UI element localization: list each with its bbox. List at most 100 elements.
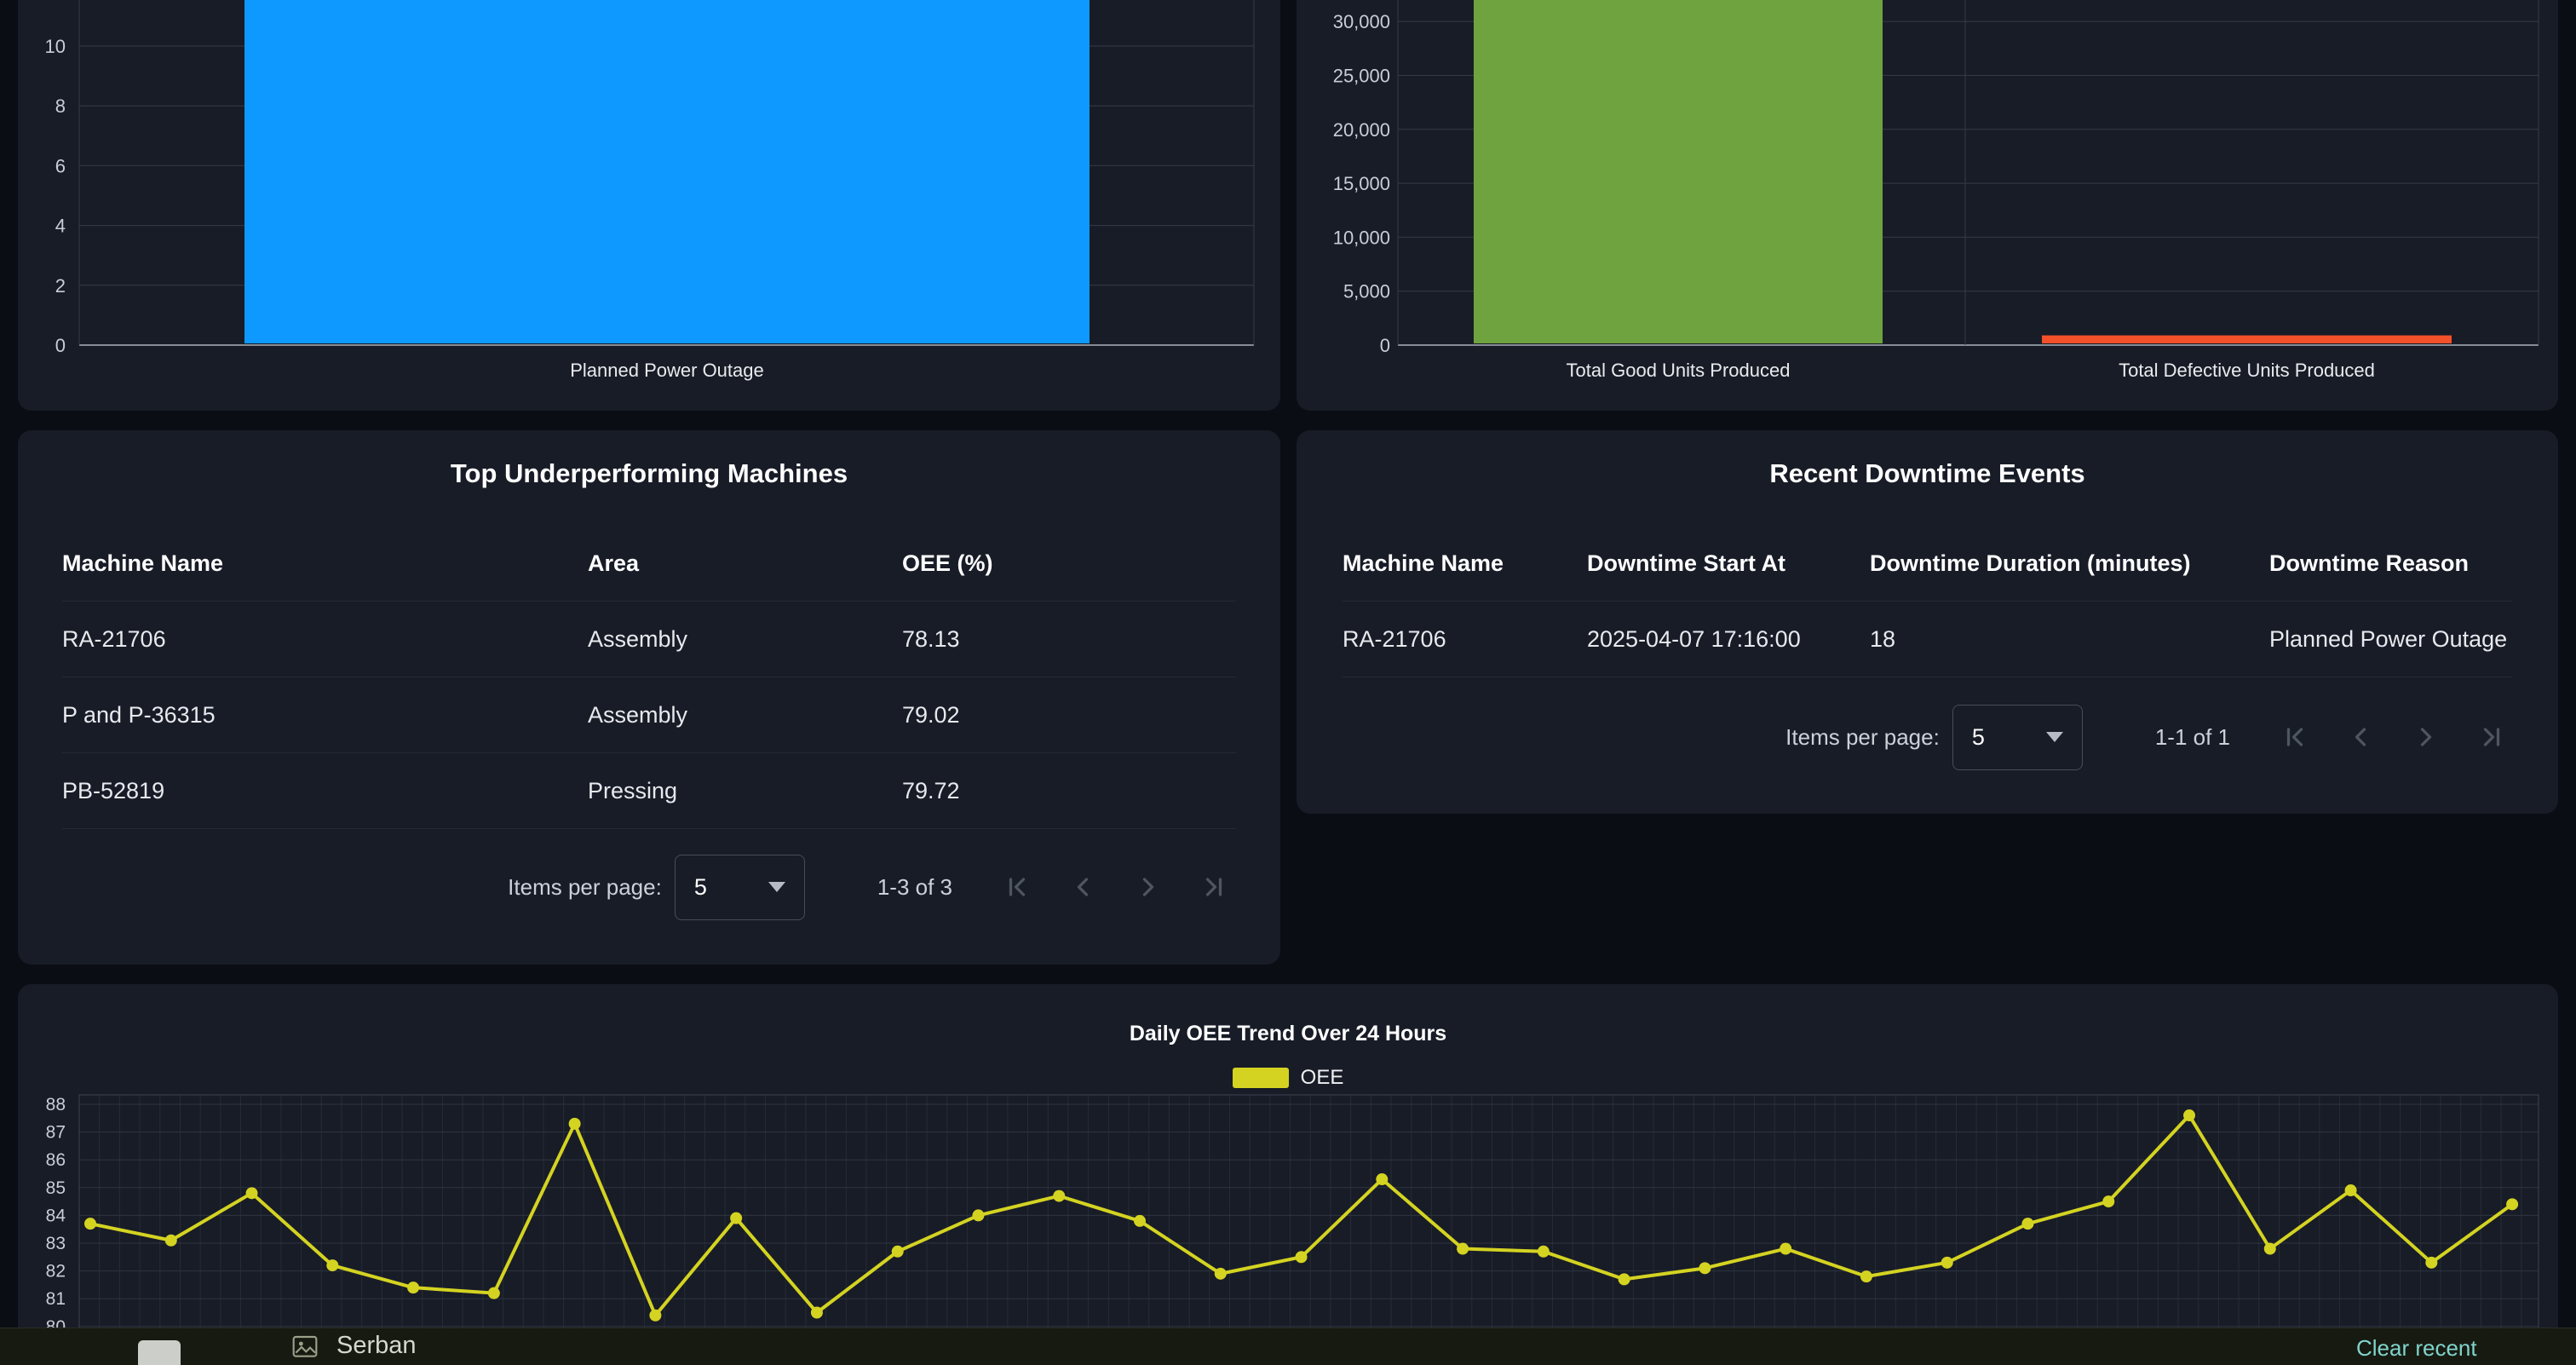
svg-text:25,000: 25,000 (1333, 66, 1390, 87)
svg-text:5,000: 5,000 (1343, 281, 1390, 302)
last-page-icon (2483, 728, 2500, 746)
clear-recent-button[interactable]: Clear recent (2356, 1335, 2477, 1361)
page-size-value: 5 (1971, 723, 1985, 750)
next-page-button[interactable] (2400, 711, 2452, 763)
svg-text:85: 85 (46, 1178, 66, 1198)
table-cell: 18 (1870, 625, 1896, 652)
column-header: Machine Name (1343, 550, 1504, 576)
page-size-value: 5 (693, 873, 707, 900)
items-per-page-select[interactable]: 5 (1952, 704, 2083, 770)
first-page-icon (2286, 728, 2303, 746)
table-cell: PB-52819 (62, 777, 165, 803)
units-produced-card: 0 5,000 10,000 15,000 20,000 25,000 30,000 Tota… (1297, 0, 2558, 411)
previous-page-button[interactable] (2334, 711, 2387, 763)
table-cell: 79.72 (902, 777, 960, 803)
chevron-left-icon (1077, 878, 1089, 896)
svg-text:8: 8 (55, 95, 66, 117)
bottom-window-strip: Serban Clear recent (0, 1328, 2576, 1365)
oee-trend-card: 808182838485868788 Daily OEE Trend Over … (18, 984, 2558, 1365)
column-header: OEE (%) (902, 550, 993, 576)
svg-text:0: 0 (55, 335, 66, 356)
oee-legend-label: OEE (1300, 1066, 1344, 1089)
table-header-row: Machine Name Downtime Start At Downtime Du… (1343, 526, 2512, 602)
oee-legend: OEE (18, 1066, 2558, 1090)
underperforming-paginator: Items per page: 5 1-3 of 3 (508, 853, 1240, 921)
table-header-row: Machine Name Area OEE (%) (62, 526, 1236, 602)
underperforming-title: Top Underperforming Machines (450, 458, 848, 488)
svg-text:Total Good Units Produced: Total Good Units Produced (1567, 360, 1791, 381)
oee-legend-swatch-icon (1232, 1068, 1289, 1088)
svg-text:84: 84 (46, 1206, 66, 1225)
table-cell: Assembly (588, 625, 688, 652)
last-page-button[interactable] (2465, 711, 2518, 763)
svg-text:10,000: 10,000 (1333, 227, 1390, 248)
table-cell: 79.02 (902, 701, 960, 728)
oee-trend-title: Daily OEE Trend Over 24 Hours (1129, 1022, 1447, 1045)
downtime-events-table: Machine Name Downtime Start At Downtime Du… (1343, 526, 2512, 677)
table-cell: RA-21706 (62, 625, 166, 652)
partial-dialog-fragment (138, 1340, 181, 1365)
column-header: Area (588, 550, 640, 576)
image-file-icon (289, 1333, 321, 1365)
underperforming-machines-card: Top Underperforming Machines Machine Nam… (18, 430, 1280, 965)
table-cell: 2025-04-07 17:16:00 (1587, 625, 1801, 652)
first-page-button[interactable] (2268, 711, 2321, 763)
first-page-icon (1009, 878, 1026, 896)
svg-text:10: 10 (45, 36, 66, 57)
table-row: P and P-36315 Assembly 79.02 (62, 677, 1236, 753)
pagination-buttons (991, 861, 1240, 913)
table-row: RA-21706 Assembly 78.13 (62, 602, 1236, 677)
table-cell: Assembly (588, 701, 688, 728)
items-per-page-select[interactable]: 5 (674, 854, 805, 920)
downtime-by-reason-card: 0 2 4 6 8 10 Planned Power Outage (18, 0, 1280, 411)
column-header: Downtime Start At (1587, 550, 1786, 576)
chevron-right-icon (2420, 728, 2432, 746)
underperforming-table: Machine Name Area OEE (%) RA-21706 Assembly 7… (62, 526, 1236, 829)
table-cell: RA-21706 (1343, 625, 1446, 652)
items-per-page-label: Items per page: (508, 873, 662, 900)
svg-text:86: 86 (46, 1150, 66, 1170)
chevron-left-icon (2355, 728, 2366, 746)
svg-text:82: 82 (46, 1262, 66, 1281)
downtime-by-reason-bar-chart: 0 2 4 6 8 10 Planned Power Outage (45, 0, 1255, 381)
column-header: Machine Name (62, 550, 224, 576)
next-page-button[interactable] (1122, 861, 1175, 913)
svg-text:Planned Power Outage: Planned Power Outage (570, 360, 764, 381)
table-cell: P and P-36315 (62, 701, 216, 728)
pagination-buttons (2268, 711, 2518, 763)
last-page-button[interactable] (1187, 861, 1240, 913)
table-row: RA-21706 2025-04-07 17:16:00 18 Planned Pow… (1343, 602, 2512, 677)
svg-text:6: 6 (55, 155, 66, 176)
chevron-right-icon (1142, 878, 1154, 896)
svg-text:88: 88 (46, 1095, 66, 1114)
first-page-button[interactable] (991, 861, 1044, 913)
page-range-label: 1-3 of 3 (877, 873, 952, 900)
svg-text:0: 0 (1380, 335, 1390, 356)
svg-text:20,000: 20,000 (1333, 119, 1390, 141)
page-range-label: 1-1 of 1 (2154, 723, 2230, 750)
downtime-events-paginator: Items per page: 5 1-1 of 1 (1785, 703, 2518, 771)
column-header: Downtime Duration (minutes) (1870, 550, 2191, 576)
table-row: PB-52819 Pressing 79.72 (62, 753, 1236, 829)
svg-text:83: 83 (46, 1234, 66, 1253)
table-cell: Pressing (588, 777, 678, 803)
svg-text:2: 2 (55, 275, 66, 297)
table-cell: 78.13 (902, 625, 960, 652)
oee-trend-line-chart: 808182838485868788 (46, 1094, 2539, 1365)
caret-down-icon (2045, 732, 2063, 742)
svg-text:15,000: 15,000 (1333, 173, 1390, 194)
svg-text:30,000: 30,000 (1333, 11, 1390, 32)
svg-text:87: 87 (46, 1123, 66, 1143)
recent-downtime-events-card: Recent Downtime Events Machine Name Downt… (1297, 430, 2558, 814)
recent-file-item[interactable]: Serban (336, 1332, 417, 1359)
caret-down-icon (768, 882, 785, 892)
units-produced-bar-chart: 0 5,000 10,000 15,000 20,000 25,000 30,000 Tota… (1333, 0, 2539, 381)
svg-text:4: 4 (55, 216, 66, 237)
items-per-page-label: Items per page: (1785, 723, 1940, 750)
table-cell: Planned Power Outage (2269, 625, 2508, 652)
svg-text:81: 81 (46, 1289, 66, 1309)
previous-page-button[interactable] (1056, 861, 1109, 913)
svg-text:Total Defective Units Produced: Total Defective Units Produced (2119, 360, 2375, 381)
column-header: Downtime Reason (2269, 550, 2470, 576)
